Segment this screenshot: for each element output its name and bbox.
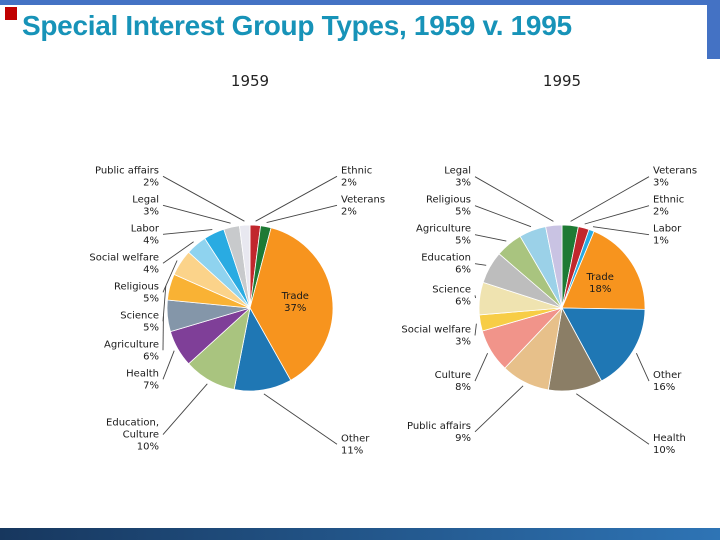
pie-chart-1995: 1995 Trade 18% Legal 3% Religious 5% Agricultur… [396,64,708,529]
pie-label-science: Science 6% [432,284,471,307]
top-blue-strip [0,0,720,5]
leader-line [474,353,489,382]
leader-line [474,176,554,222]
pie-label-religious: Religious 5% [114,281,159,304]
pie-label-ethnic: Ethnic 2% [341,165,372,188]
leader-line [266,204,338,224]
pie-label-science: Science 5% [120,310,159,333]
leader-line [474,263,487,266]
leader-line [576,393,650,445]
pie-slice-public-affairs [238,224,251,309]
bottom-blue-bar [0,528,720,540]
pie-label-agriculture: Agriculture 6% [104,339,159,362]
pie-label-education-culture: Education, Culture 10% [106,418,159,453]
slide-title: Special Interest Group Types, 1959 v. 19… [22,10,572,41]
leader-line [162,175,245,222]
pie-slice-legal [545,224,563,309]
leader-line [162,350,175,380]
leader-line [162,204,231,224]
leader-line [474,234,507,242]
leader-line [162,383,208,435]
leader-line [255,175,338,222]
leader-line [474,385,524,433]
pie-label-public-affairs: Public affairs 9% [407,421,471,444]
pie-label-trade: Trade 18% [586,272,614,295]
leader-line [162,285,167,322]
leader-line [474,205,532,228]
leader-line [592,226,650,236]
pie-slice-other [561,307,646,382]
right-blue-block [707,5,720,59]
pie-label-labor: Labor 4% [131,223,160,246]
pie-chart-1959: 1959 Trade 37% Public affairs 2% Legal 3% Labor… [84,64,396,529]
pie-label-other: Other 11% [341,433,370,456]
pie-year-title: 1959 [231,72,269,90]
pie-svg-1959: 1959 Trade 37% Public affairs 2% Legal 3% Labor… [89,72,385,456]
pie-year-title: 1995 [543,72,581,90]
pie-label-education: Education 6% [421,253,471,276]
pie-label-trade: Trade 37% [281,291,309,314]
pie-label-religious: Religious 5% [426,195,471,218]
charts-area: 1959 Trade 37% Public affairs 2% Legal 3% Labor… [0,64,720,529]
pie-label-agriculture: Agriculture 5% [416,224,471,247]
pie-label-social-welfare: Social welfare 4% [89,252,159,275]
pie-label-health: Health 10% [653,433,686,456]
pie-svg-1995: 1995 Trade 18% Legal 3% Religious 5% Agricultur… [401,72,697,456]
leader-line [162,229,213,235]
leader-line [570,176,650,222]
pie-label-veterans: Veterans 3% [653,166,697,189]
pie-label-labor: Labor 1% [653,224,682,247]
leader-line [584,205,650,225]
pie-label-ethnic: Ethnic 2% [653,195,684,218]
pie-label-health: Health 7% [126,368,159,391]
leader-line [474,295,477,299]
pie-label-public-affairs: Public affairs 2% [95,165,159,188]
pie-label-legal: Legal 3% [132,194,159,217]
leader-line [263,393,338,445]
pie-label-social-welfare: Social welfare 3% [401,324,471,347]
pie-slice-trade [561,230,646,310]
pie-label-other: Other 16% [653,370,682,393]
red-accent-block [5,7,17,20]
pie-label-legal: Legal 3% [444,166,471,189]
pie-slice-trade [249,227,334,381]
pie-label-culture: Culture 8% [435,370,471,393]
leader-line [162,241,194,264]
slide-title-bar: Special Interest Group Types, 1959 v. 19… [0,0,720,64]
leader-line [635,353,650,382]
leader-line [474,323,477,336]
pie-label-veterans: Veterans 2% [341,194,385,217]
